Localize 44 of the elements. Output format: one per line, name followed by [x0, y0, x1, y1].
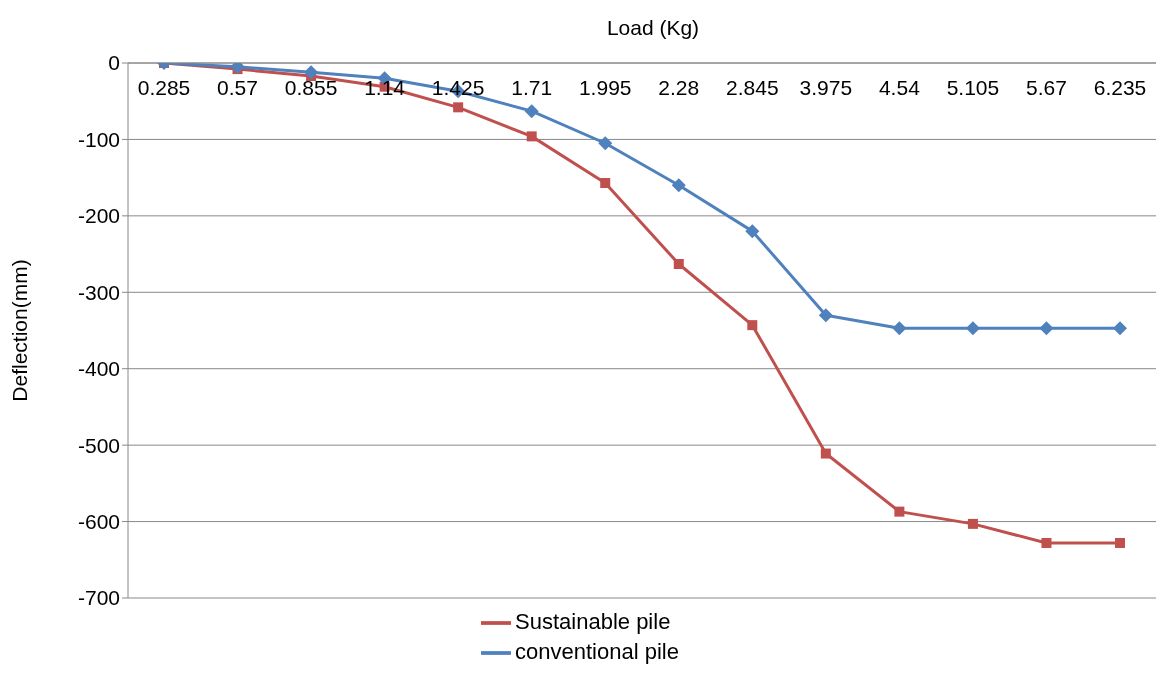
y-tick-label: -600 — [77, 510, 120, 534]
point — [1041, 537, 1052, 548]
point — [818, 308, 833, 323]
point — [967, 518, 978, 529]
point — [1039, 321, 1054, 336]
y-tick-label: -100 — [77, 127, 120, 151]
point — [524, 104, 539, 119]
x-tick-label: 1.71 — [511, 76, 553, 99]
point — [671, 178, 686, 193]
x-tick-label: 3.975 — [799, 76, 853, 99]
y-tick-label: 0 — [108, 51, 120, 75]
point — [526, 131, 537, 142]
point — [600, 177, 611, 188]
point — [747, 320, 758, 331]
x-tick-label: 2.28 — [658, 76, 700, 99]
x-tick-label: 5.67 — [1026, 76, 1067, 99]
legend-label: Sustainable pile — [515, 608, 671, 634]
point — [894, 506, 905, 517]
legend-label: conventional pile — [515, 638, 679, 664]
point — [820, 448, 831, 459]
point — [1115, 537, 1125, 548]
point — [1113, 321, 1127, 336]
y-tick-label: -400 — [77, 357, 120, 381]
x-tick-label: 1.995 — [578, 76, 632, 99]
point — [965, 321, 980, 336]
y-tick-label: -200 — [77, 204, 120, 228]
y-tick-label: -300 — [77, 280, 120, 304]
point — [598, 136, 613, 151]
point — [892, 321, 907, 336]
y-axis-title: Deflection(mm) — [8, 259, 32, 402]
x-axis-title: Load (Kg) — [605, 16, 701, 40]
point — [304, 65, 319, 80]
x-tick-label: 0.57 — [217, 76, 258, 99]
point — [453, 102, 464, 113]
x-tick-label: 0.285 — [137, 76, 191, 99]
y-tick-label: -700 — [77, 586, 120, 610]
x-tick-label: 6.235 — [1093, 76, 1147, 99]
y-tick-label: -500 — [77, 433, 120, 457]
x-tick-label: 4.54 — [878, 76, 921, 99]
point — [745, 224, 760, 239]
x-tick-label: 2.845 — [726, 76, 779, 99]
x-tick-label: 0.855 — [284, 76, 338, 99]
x-tick-label: 5.105 — [946, 76, 1000, 99]
point — [673, 259, 684, 270]
